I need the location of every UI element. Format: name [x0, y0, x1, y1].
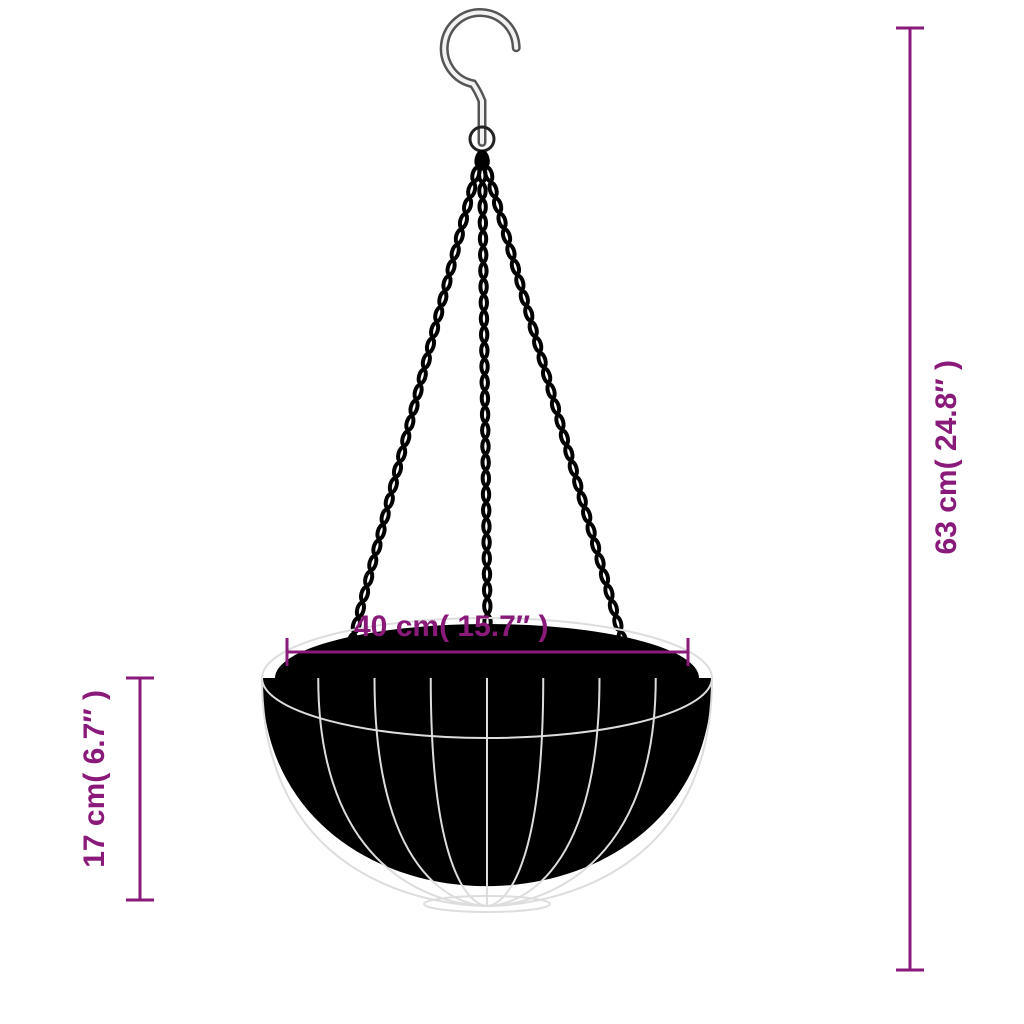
depth-label: 17 cm( 6.7″ ): [78, 690, 112, 868]
basket: [262, 618, 712, 912]
dimension-depth: [126, 678, 154, 900]
height-label: 63 cm( 24.8″ ): [930, 360, 964, 554]
chain: [343, 151, 485, 664]
chain: [479, 152, 491, 661]
chain: [479, 151, 632, 662]
dimension-height: [896, 28, 924, 970]
width-label: 40 cm( 15.7″ ): [354, 610, 548, 644]
